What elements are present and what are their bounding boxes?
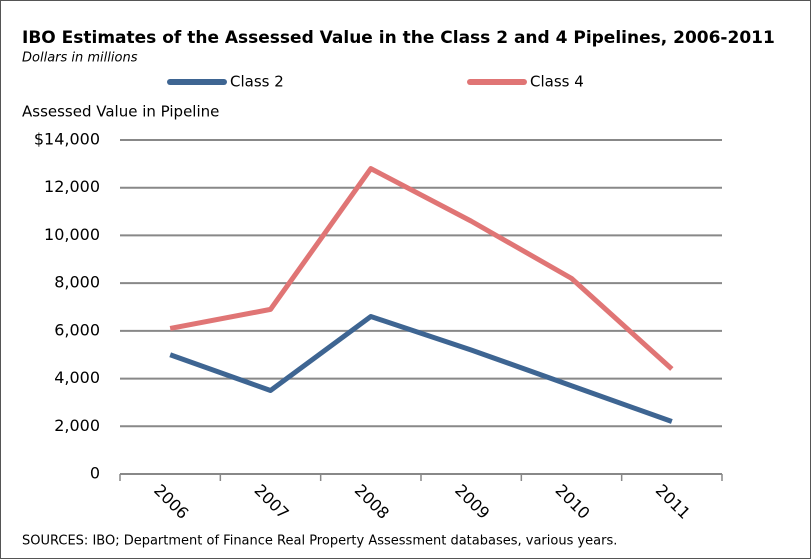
- y-tick-label: 8,000: [54, 273, 100, 292]
- legend-label: Class 4: [530, 73, 584, 91]
- chart-subtitle: Dollars in millions: [22, 51, 138, 66]
- y-tick-label: $14,000: [34, 130, 100, 149]
- y-tick-label: 12,000: [44, 177, 100, 196]
- y-tick-label: 0: [90, 464, 100, 483]
- source-note: SOURCES: IBO; Department of Finance Real…: [22, 534, 617, 549]
- y-axis-label: Assessed Value in Pipeline: [22, 103, 219, 121]
- y-tick-label: 4,000: [54, 368, 100, 387]
- chart-title: IBO Estimates of the Assessed Value in t…: [22, 28, 775, 48]
- line: [169, 166, 674, 371]
- y-tick-label: 6,000: [54, 320, 100, 339]
- legend-label: Class 2: [230, 73, 284, 91]
- line: [169, 314, 673, 424]
- y-tick-label: 10,000: [44, 225, 100, 244]
- y-tick-label: 2,000: [54, 416, 100, 435]
